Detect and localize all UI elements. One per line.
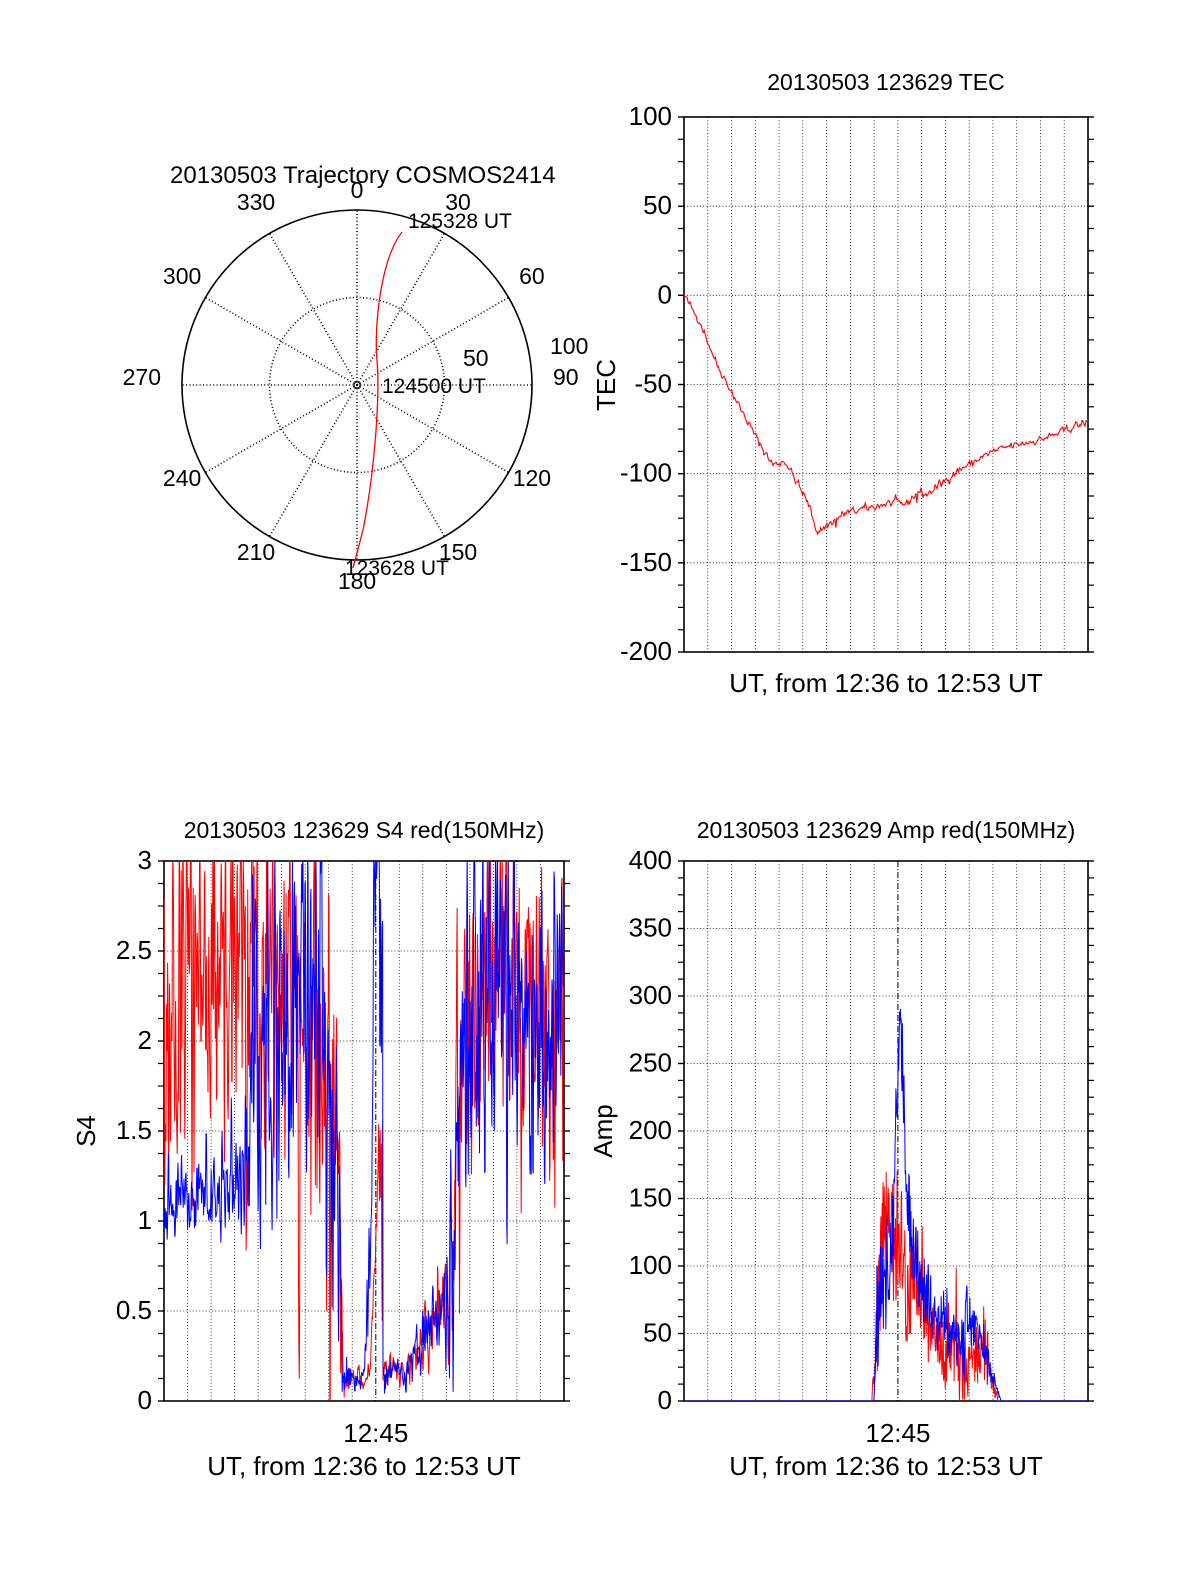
svg-text:UT, from 12:36 to 12:53 UT: UT, from 12:36 to 12:53 UT	[729, 1451, 1043, 1481]
svg-text:350: 350	[629, 913, 672, 943]
svg-text:150: 150	[629, 1183, 672, 1213]
svg-text:50: 50	[643, 1318, 672, 1348]
svg-text:20130503 123629 Amp red(150MHz: 20130503 123629 Amp red(150MHz)	[697, 817, 1075, 843]
svg-text:400: 400	[629, 845, 672, 875]
svg-text:250: 250	[629, 1048, 672, 1078]
svg-text:200: 200	[629, 1115, 672, 1145]
svg-text:12:45: 12:45	[865, 1418, 930, 1448]
svg-text:Amp: Amp	[588, 1104, 618, 1157]
svg-text:100: 100	[629, 1250, 672, 1280]
svg-text:300: 300	[629, 980, 672, 1010]
svg-text:0: 0	[658, 1385, 672, 1415]
